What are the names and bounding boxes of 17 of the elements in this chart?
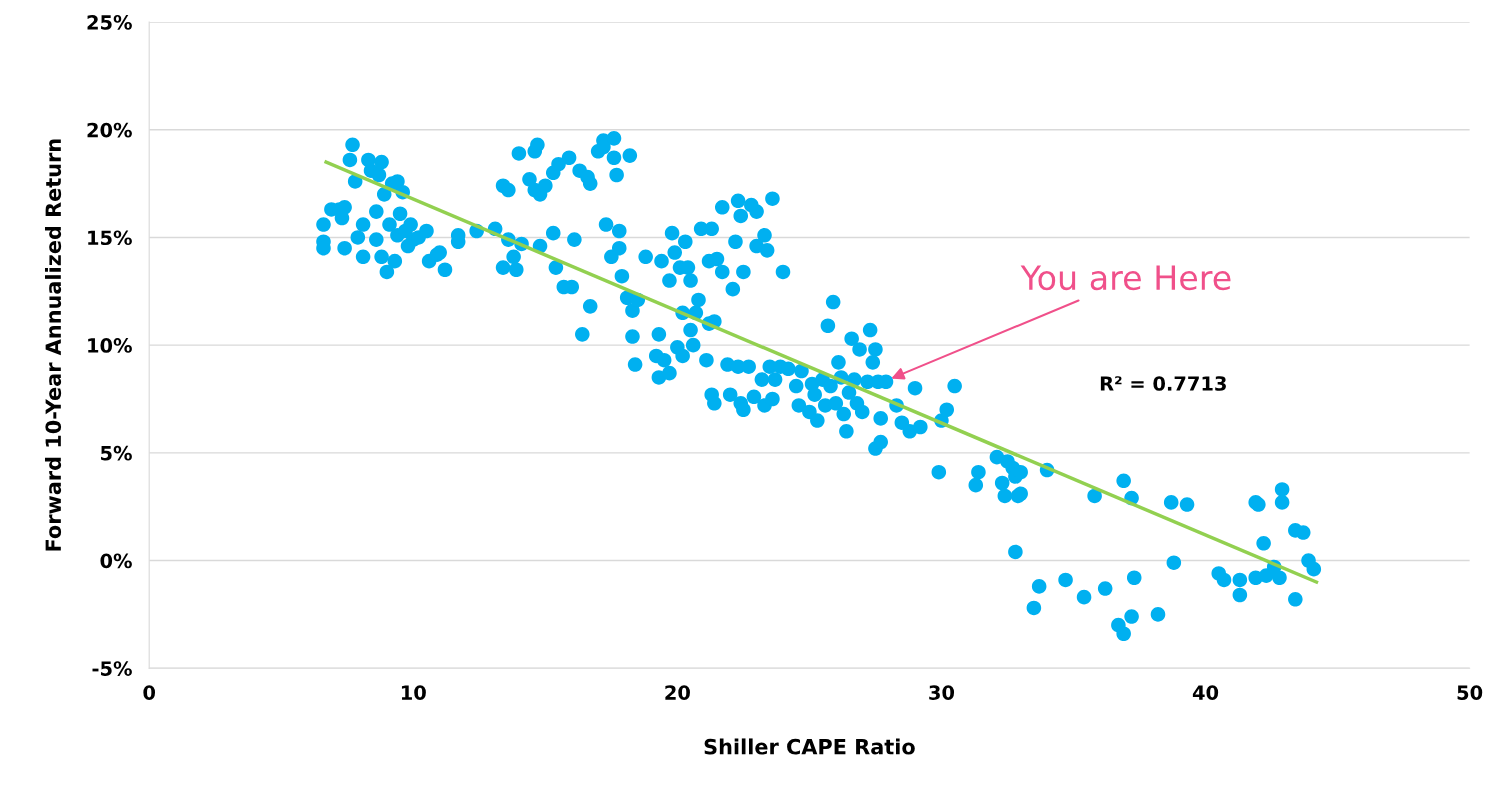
y-tick-label: 20% (87, 122, 132, 138)
y-tick-label: -5% (92, 661, 132, 676)
y-tick-label: 15% (88, 230, 132, 246)
y-axis-title: Forward 10-Year Annualized Return (45, 139, 62, 551)
y-tick-label: 0% (100, 553, 132, 569)
y-tick-label: 25% (87, 15, 132, 30)
y-tick-label: 10% (88, 338, 132, 353)
x-tick-label: 30 (929, 685, 955, 700)
x-tick-label: 20 (665, 685, 690, 700)
x-tick-label: 40 (1192, 685, 1219, 700)
x-tick-label: 0 (143, 685, 156, 700)
annotation: You are Here (1020, 265, 1231, 291)
annotation: R² = 0.7713 (1100, 376, 1226, 391)
x-tick-label: 10 (401, 685, 426, 700)
y-tick-label: 5% (101, 445, 132, 461)
x-axis-title: Shiller CAPE Ratio (704, 738, 915, 755)
x-tick-label: 50 (1457, 685, 1483, 700)
